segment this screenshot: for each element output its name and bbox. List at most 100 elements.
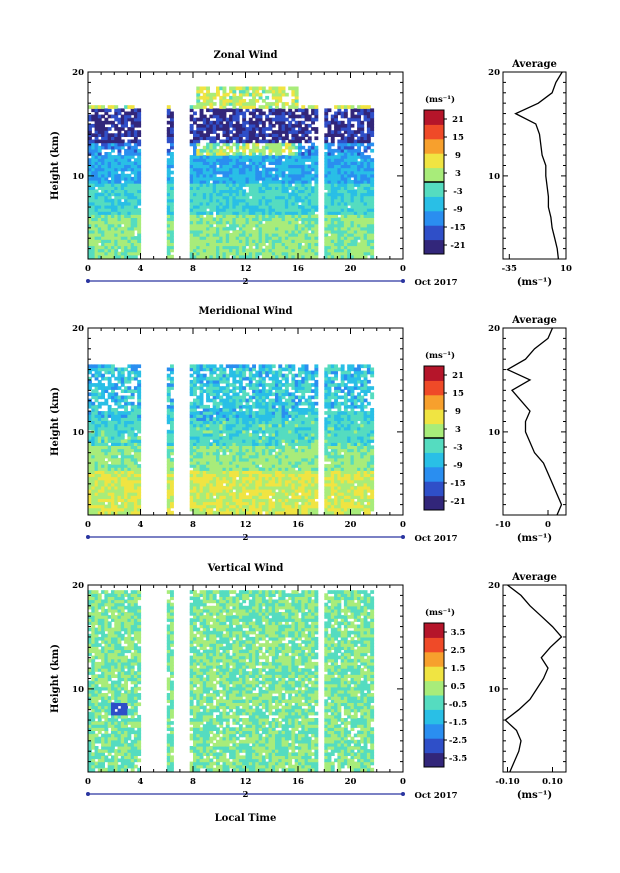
heatmap-cell [111, 248, 115, 253]
heatmap-cell [101, 180, 105, 184]
heatmap-cell [219, 167, 224, 172]
heatmap-cell [301, 105, 306, 109]
heatmap-cell [97, 105, 102, 109]
heatmap-cell [202, 445, 207, 450]
heatmap-cell [107, 173, 112, 178]
heatmap-cell [222, 404, 227, 409]
heatmap-cell [117, 373, 122, 378]
heatmap-cell [114, 214, 119, 218]
heatmap-cell [370, 161, 375, 165]
heatmap-cell [311, 195, 315, 200]
heatmap-cell [360, 220, 365, 225]
heatmap-cell [242, 501, 247, 506]
heatmap-cell [357, 176, 361, 181]
heatmap-cell [235, 417, 240, 421]
heatmap-cell [311, 217, 315, 222]
heatmap-cell [248, 233, 253, 237]
heatmap-cell [91, 189, 96, 194]
heatmap-cell [88, 198, 92, 203]
heatmap-cell [340, 123, 345, 128]
heatmap-cell [265, 139, 270, 144]
heatmap-cell [357, 167, 361, 172]
heatmap-cell [101, 208, 105, 212]
heatmap-cell [124, 201, 128, 206]
heatmap-cell [294, 220, 299, 225]
heatmap-cell [245, 248, 250, 253]
heatmap-cell [199, 233, 204, 237]
heatmap-cell [107, 170, 112, 175]
heatmap-cell [117, 201, 122, 206]
heatmap-cell [166, 439, 171, 443]
heatmap-cell [212, 489, 217, 493]
heatmap-cell [91, 501, 96, 506]
heatmap-cell [304, 173, 309, 178]
heatmap-cell [219, 245, 224, 250]
heatmap-cell [91, 223, 96, 228]
heatmap-cell [216, 248, 220, 253]
heatmap-cell [202, 105, 207, 109]
heatmap-cell [117, 401, 122, 406]
heatmap-cell [209, 242, 214, 247]
heatmap-cell [370, 189, 375, 194]
heatmap-cell [245, 108, 250, 113]
heatmap-cell [347, 226, 352, 231]
heatmap-cell [307, 123, 312, 128]
heatmap-cell [206, 451, 210, 456]
heatmap-cell [291, 170, 296, 175]
heatmap-cell [324, 176, 329, 181]
heatmap-cell [232, 439, 237, 443]
heatmap-cell [357, 139, 361, 144]
heatmap-cell [294, 229, 299, 234]
heatmap-cell [166, 114, 171, 119]
heatmap-cell [222, 501, 227, 506]
heatmap-cell [202, 501, 207, 506]
heatmap-cell [222, 507, 227, 512]
heatmap-cell [196, 507, 201, 512]
heatmap-cell [307, 164, 312, 169]
heatmap-cell [137, 158, 142, 162]
heatmap-cell [101, 504, 105, 509]
heatmap-cell [104, 108, 109, 113]
heatmap-cell [327, 145, 332, 150]
heatmap-cell [212, 239, 217, 243]
heatmap-cell [170, 142, 174, 147]
heatmap-cell [94, 429, 99, 434]
heatmap-cell [294, 120, 299, 125]
heatmap-cell [340, 223, 345, 228]
heatmap-cell [360, 189, 365, 194]
heatmap-cell [219, 439, 224, 443]
heatmap-cell [311, 245, 315, 250]
heatmap-cell [357, 242, 361, 247]
heatmap-cell [343, 236, 348, 240]
heatmap-cell [133, 117, 138, 122]
heatmap-cell [94, 211, 99, 215]
heatmap-cell [124, 476, 128, 481]
heatmap-cell [130, 501, 135, 506]
heatmap-cell [117, 245, 122, 250]
heatmap-cell [130, 192, 135, 197]
heatmap-cell [245, 102, 250, 106]
heatmap-cell [252, 239, 256, 243]
heatmap-cell [209, 189, 214, 194]
heatmap-cell [107, 507, 112, 512]
heatmap-cell [314, 229, 319, 234]
heatmap-cell [327, 226, 332, 231]
heatmap-cell [193, 183, 197, 187]
heatmap-cell [255, 86, 260, 91]
heatmap-cell [347, 152, 352, 156]
heatmap-cell [196, 133, 201, 137]
heatmap-cell [370, 108, 375, 113]
heatmap-cell [314, 105, 319, 109]
heatmap-cell [170, 155, 174, 159]
heatmap-cell [97, 208, 102, 212]
heatmap-cell [104, 414, 109, 418]
heatmap-cell [209, 108, 214, 113]
heatmap-cell [278, 198, 283, 203]
heatmap-cell [343, 195, 348, 200]
heatmap-cell [170, 133, 174, 137]
heatmap-cell [104, 158, 109, 162]
heatmap-cell [209, 392, 214, 397]
heatmap-cell [111, 136, 115, 141]
heatmap-cell [137, 189, 142, 194]
heatmap-cell [357, 173, 361, 178]
